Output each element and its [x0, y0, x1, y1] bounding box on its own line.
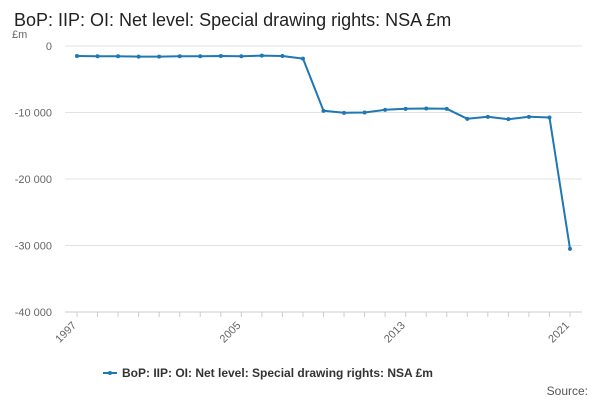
- source-label: Source:: [547, 384, 588, 398]
- data-point[interactable]: [218, 53, 223, 58]
- y-tick-label: -10 000: [15, 108, 52, 120]
- y-tick-label: -20 000: [15, 174, 52, 186]
- x-tick-label: 2021: [546, 320, 572, 346]
- series-layer: [75, 53, 572, 251]
- data-point[interactable]: [239, 54, 244, 59]
- legend-marker: [108, 371, 112, 375]
- data-point[interactable]: [547, 115, 552, 120]
- data-point[interactable]: [280, 53, 285, 58]
- data-point[interactable]: [526, 114, 531, 119]
- legend[interactable]: BoP: IIP: OI: Net level: Special drawing…: [103, 366, 433, 380]
- data-point[interactable]: [198, 54, 203, 59]
- data-point[interactable]: [116, 54, 121, 59]
- data-point[interactable]: [485, 114, 490, 119]
- y-tick-label: -40 000: [15, 307, 52, 319]
- data-point[interactable]: [157, 54, 162, 59]
- data-point[interactable]: [177, 54, 182, 59]
- chart-title: BoP: IIP: OI: Net level: Special drawing…: [14, 10, 451, 30]
- x-tick-label: 2005: [218, 320, 244, 346]
- y-tick-label: -30 000: [15, 241, 52, 253]
- legend-label: BoP: IIP: OI: Net level: Special drawing…: [122, 366, 433, 380]
- data-point[interactable]: [506, 117, 511, 122]
- x-tick-label: 2013: [382, 320, 408, 346]
- data-point[interactable]: [383, 107, 388, 112]
- data-point[interactable]: [321, 108, 326, 113]
- data-point[interactable]: [342, 110, 347, 115]
- data-point[interactable]: [568, 246, 572, 251]
- series-line: [76, 54, 571, 249]
- y-tick-label: 0: [46, 41, 52, 53]
- data-point[interactable]: [444, 106, 449, 111]
- data-point[interactable]: [259, 53, 264, 58]
- data-point[interactable]: [300, 56, 305, 61]
- y-axis-unit-label: £m: [12, 29, 27, 41]
- data-point[interactable]: [465, 116, 470, 121]
- data-point[interactable]: [136, 54, 141, 59]
- data-point[interactable]: [75, 53, 79, 58]
- gridlines: [65, 45, 582, 313]
- data-point[interactable]: [403, 106, 408, 111]
- data-point[interactable]: [95, 54, 100, 59]
- data-point[interactable]: [362, 110, 367, 115]
- x-tick-label: 1997: [53, 320, 79, 346]
- data-point[interactable]: [424, 106, 429, 111]
